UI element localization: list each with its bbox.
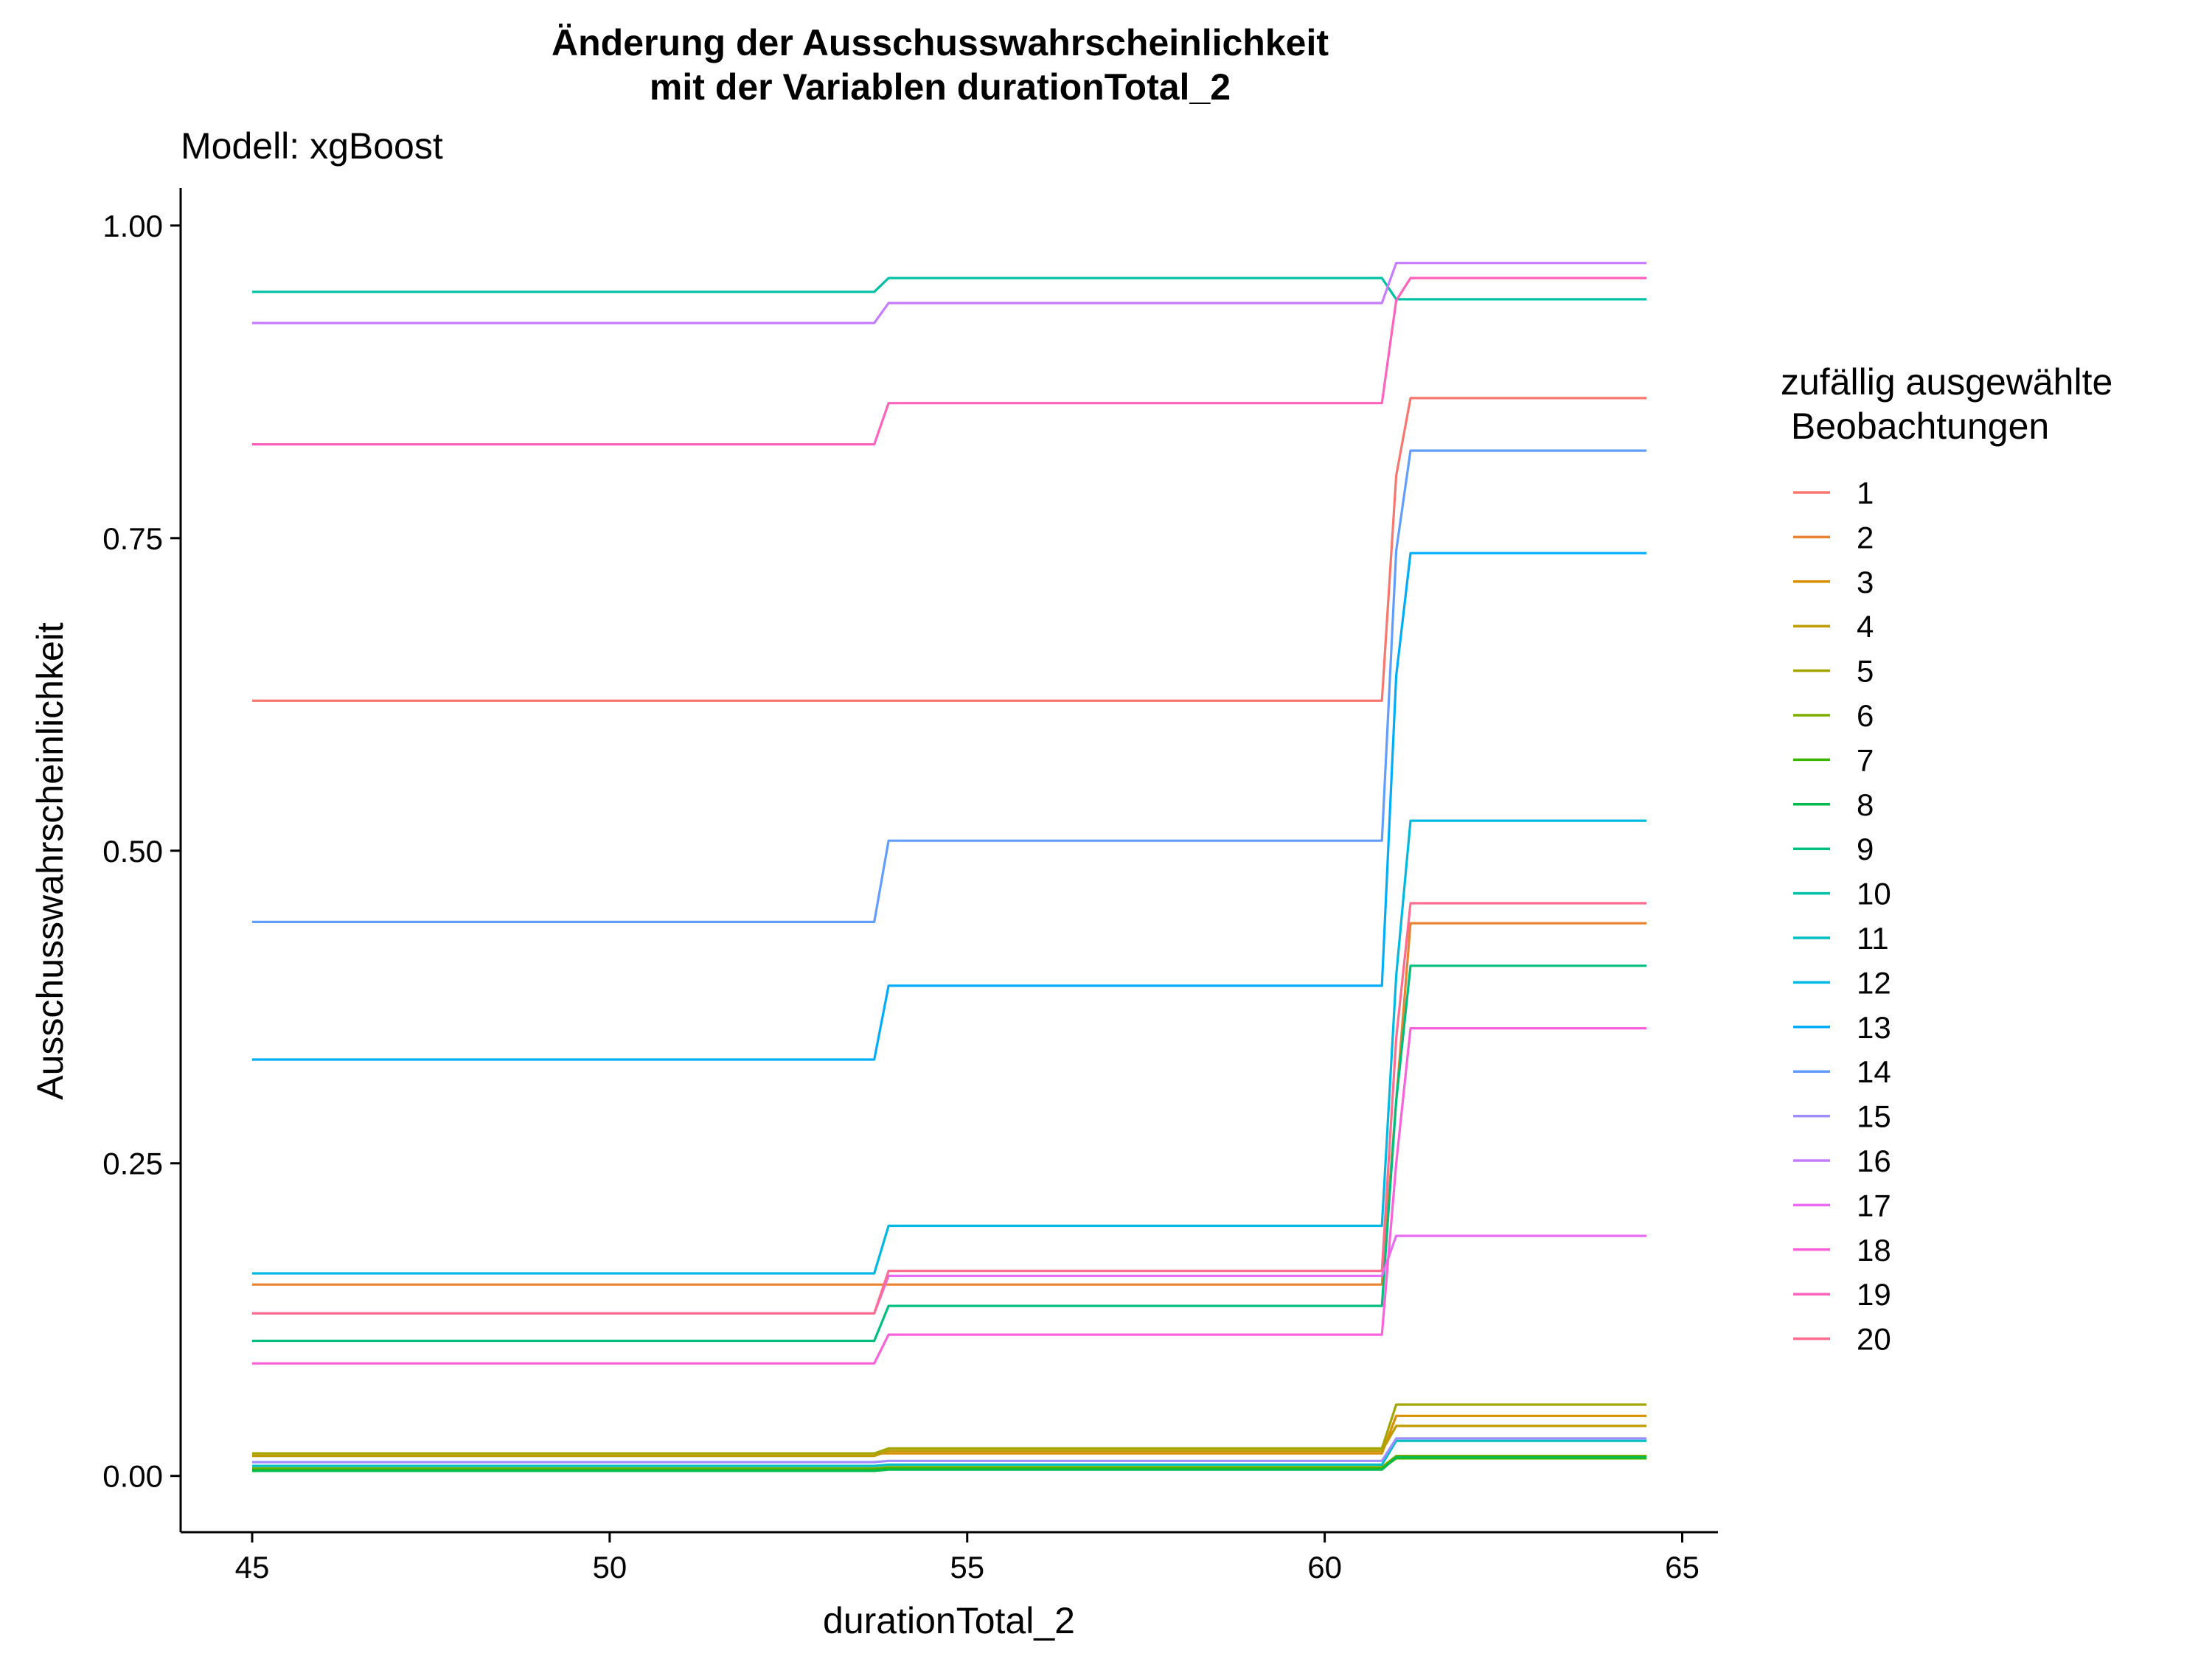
- chart-title-line-2: mit der Variablen durationTotal_2: [650, 66, 1231, 108]
- legend-label-19: 19: [1857, 1277, 1891, 1312]
- legend-label-13: 13: [1857, 1010, 1891, 1045]
- y-tick-label: 0.50: [102, 834, 163, 869]
- x-axis-ticks: 45 50 55 60 65: [235, 1532, 1700, 1585]
- series-line-2: [252, 922, 1646, 1286]
- legend-label-1: 1: [1857, 476, 1874, 510]
- series-line-16: [252, 262, 1646, 324]
- legend-item-11: 11: [1793, 921, 1889, 956]
- series-line-4: [252, 1425, 1646, 1458]
- legend-item-18: 18: [1793, 1233, 1891, 1267]
- legend-item-1: 1: [1793, 476, 1874, 510]
- legend-item-10: 10: [1793, 877, 1891, 911]
- legend-item-13: 13: [1793, 1010, 1891, 1045]
- legend-item-8: 8: [1793, 787, 1874, 822]
- legend-label-14: 14: [1857, 1054, 1891, 1089]
- legend-item-16: 16: [1793, 1144, 1891, 1178]
- y-tick-label: 1.00: [102, 209, 163, 243]
- x-tick-label: 60: [1307, 1550, 1342, 1585]
- series-line-11: [252, 1439, 1646, 1467]
- legend-item-14: 14: [1793, 1054, 1891, 1089]
- legend-label-7: 7: [1857, 742, 1874, 777]
- legend-label-12: 12: [1857, 965, 1891, 1000]
- x-tick-label: 55: [950, 1550, 984, 1585]
- series-line-1: [252, 397, 1646, 702]
- series-line-18: [252, 1026, 1646, 1365]
- legend-item-5: 5: [1793, 654, 1874, 689]
- chart-title-line-1: Änderung der Ausschusswahrscheinlichkeit: [552, 22, 1329, 63]
- x-axis-title: durationTotal_2: [823, 1600, 1075, 1641]
- y-tick-label: 0.25: [102, 1147, 163, 1181]
- x-tick-label: 45: [235, 1550, 270, 1585]
- x-tick-label: 65: [1665, 1550, 1700, 1585]
- legend-label-18: 18: [1857, 1233, 1891, 1267]
- legend-label-3: 3: [1857, 565, 1874, 599]
- series-line-9: [252, 964, 1646, 1343]
- series-line-20: [252, 902, 1646, 1315]
- series-line-19: [252, 276, 1646, 446]
- series-line-5: [252, 1403, 1646, 1455]
- legend-label-5: 5: [1857, 654, 1874, 689]
- legend-item-2: 2: [1793, 520, 1874, 554]
- legend-label-20: 20: [1857, 1322, 1891, 1357]
- legend-item-4: 4: [1793, 609, 1874, 644]
- legend-label-6: 6: [1857, 698, 1874, 733]
- legend-label-8: 8: [1857, 787, 1874, 822]
- legend-item-9: 9: [1793, 832, 1874, 866]
- y-axis-title: Ausschusswahrscheinlichkeit: [29, 622, 71, 1100]
- series-line-12: [252, 819, 1646, 1275]
- y-tick-label: 0.00: [102, 1459, 163, 1494]
- series-line-13: [252, 552, 1646, 1061]
- legend-label-17: 17: [1857, 1188, 1891, 1222]
- legend-item-17: 17: [1793, 1188, 1891, 1222]
- series-line-15: [252, 1437, 1646, 1464]
- series-line-8: [252, 1455, 1646, 1472]
- y-tick-label: 0.75: [102, 521, 163, 556]
- legend-label-16: 16: [1857, 1144, 1891, 1178]
- legend-title-line-2: Beobachtungen: [1781, 406, 2049, 447]
- series-line-14: [252, 449, 1646, 924]
- series-lines: [252, 262, 1646, 1472]
- series-line-10: [252, 276, 1646, 301]
- legend-title-line-1: zufällig ausgewählte: [1781, 361, 2112, 403]
- legend-item-20: 20: [1793, 1322, 1891, 1357]
- legend-label-15: 15: [1857, 1099, 1891, 1134]
- legend-label-11: 11: [1857, 921, 1889, 956]
- x-tick-label: 50: [593, 1550, 627, 1585]
- legend-label-4: 4: [1857, 609, 1874, 644]
- legend-label-2: 2: [1857, 520, 1874, 554]
- legend-item-12: 12: [1793, 965, 1891, 1000]
- chart-subtitle: Modell: xgBoost: [181, 125, 443, 167]
- legend-label-9: 9: [1857, 832, 1874, 866]
- legend-item-7: 7: [1793, 742, 1874, 777]
- legend-item-6: 6: [1793, 698, 1874, 733]
- legend-item-19: 19: [1793, 1277, 1891, 1312]
- legend-label-10: 10: [1857, 877, 1891, 911]
- legend-item-15: 15: [1793, 1099, 1891, 1134]
- legend-item-3: 3: [1793, 565, 1874, 599]
- y-axis-ticks: 0.00 0.25 0.50 0.75 1.00: [102, 209, 181, 1494]
